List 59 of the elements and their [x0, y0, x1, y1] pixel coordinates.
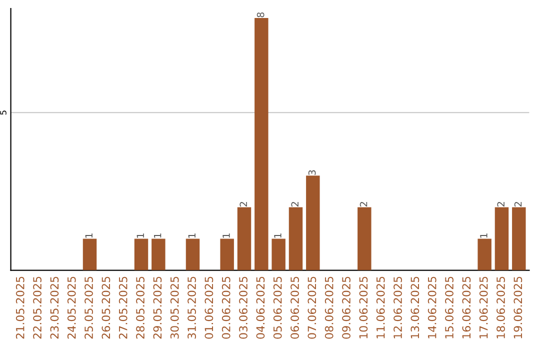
data-label: 2 — [360, 202, 368, 207]
bar — [478, 238, 492, 270]
bar — [254, 18, 268, 270]
bar — [220, 238, 234, 270]
bar — [512, 207, 526, 270]
x-tick-label: 08.06.2025 — [324, 276, 334, 339]
bar — [306, 176, 320, 270]
x-tick-label: 09.06.2025 — [342, 276, 350, 339]
data-label: 1 — [154, 233, 162, 238]
x-tick-label: 23.05.2025 — [50, 276, 59, 339]
data-label: 1 — [274, 233, 282, 238]
bar — [358, 207, 372, 270]
x-tick-label: 18.06.2025 — [496, 276, 505, 338]
x-tick-label: 31.05.2025 — [188, 276, 196, 339]
x-tick-label: 22.05.2025 — [33, 276, 42, 339]
x-tick-label: 07.06.2025 — [308, 276, 316, 339]
x-tick-label: 05.06.2025 — [273, 276, 282, 339]
x-tick-label: 13.06.2025 — [410, 276, 420, 338]
data-label: 2 — [514, 202, 522, 207]
x-tick-label: 06.06.2025 — [290, 276, 299, 339]
x-tick-label: 17.06.2025 — [479, 276, 488, 338]
data-label: 2 — [497, 202, 504, 207]
data-label: 1 — [136, 233, 144, 238]
x-tick-label: 01.06.2025 — [204, 276, 214, 339]
bar — [152, 238, 166, 270]
x-tick-label: 27.05.2025 — [118, 276, 128, 339]
data-label: 8 — [256, 12, 264, 18]
data-label: 1 — [85, 233, 92, 238]
x-tick-label: 29.05.2025 — [153, 276, 162, 339]
bar — [237, 207, 252, 270]
x-tick-label: 26.05.2025 — [102, 276, 110, 339]
y-tick-label: 5 — [0, 110, 6, 115]
x-tick-label: 14.06.2025 — [428, 276, 436, 338]
x-tick-label: 19.06.2025 — [514, 276, 522, 338]
x-tick-label: 02.06.2025 — [222, 276, 230, 339]
data-label: 3 — [308, 170, 316, 175]
x-tick-label: 16.06.2025 — [462, 276, 471, 338]
bar — [272, 238, 286, 270]
bar — [134, 238, 148, 270]
bar — [82, 238, 97, 270]
x-tick-label: 15.06.2025 — [445, 276, 454, 338]
data-label: 2 — [240, 202, 247, 207]
x-tick-label: 30.05.2025 — [170, 276, 179, 339]
x-tick-label: 10.06.2025 — [359, 276, 368, 338]
x-tick-label: 25.05.2025 — [84, 276, 93, 339]
x-tick-label: 03.06.2025 — [239, 276, 248, 339]
x-tick-label: 04.06.2025 — [256, 276, 265, 339]
bar — [186, 238, 200, 270]
x-tick-label: 24.05.2025 — [67, 276, 76, 339]
data-label: 1 — [480, 233, 488, 238]
x-tick-label: 12.06.2025 — [394, 276, 402, 338]
data-label: 2 — [291, 202, 298, 207]
bar — [288, 207, 303, 270]
bar — [494, 207, 509, 270]
x-tick-label: 21.05.2025 — [16, 276, 24, 339]
x-tick-label: 11.06.2025 — [376, 276, 385, 338]
data-label: 1 — [222, 233, 230, 238]
data-label: 1 — [188, 233, 196, 238]
x-tick-label: 28.05.2025 — [136, 276, 144, 339]
